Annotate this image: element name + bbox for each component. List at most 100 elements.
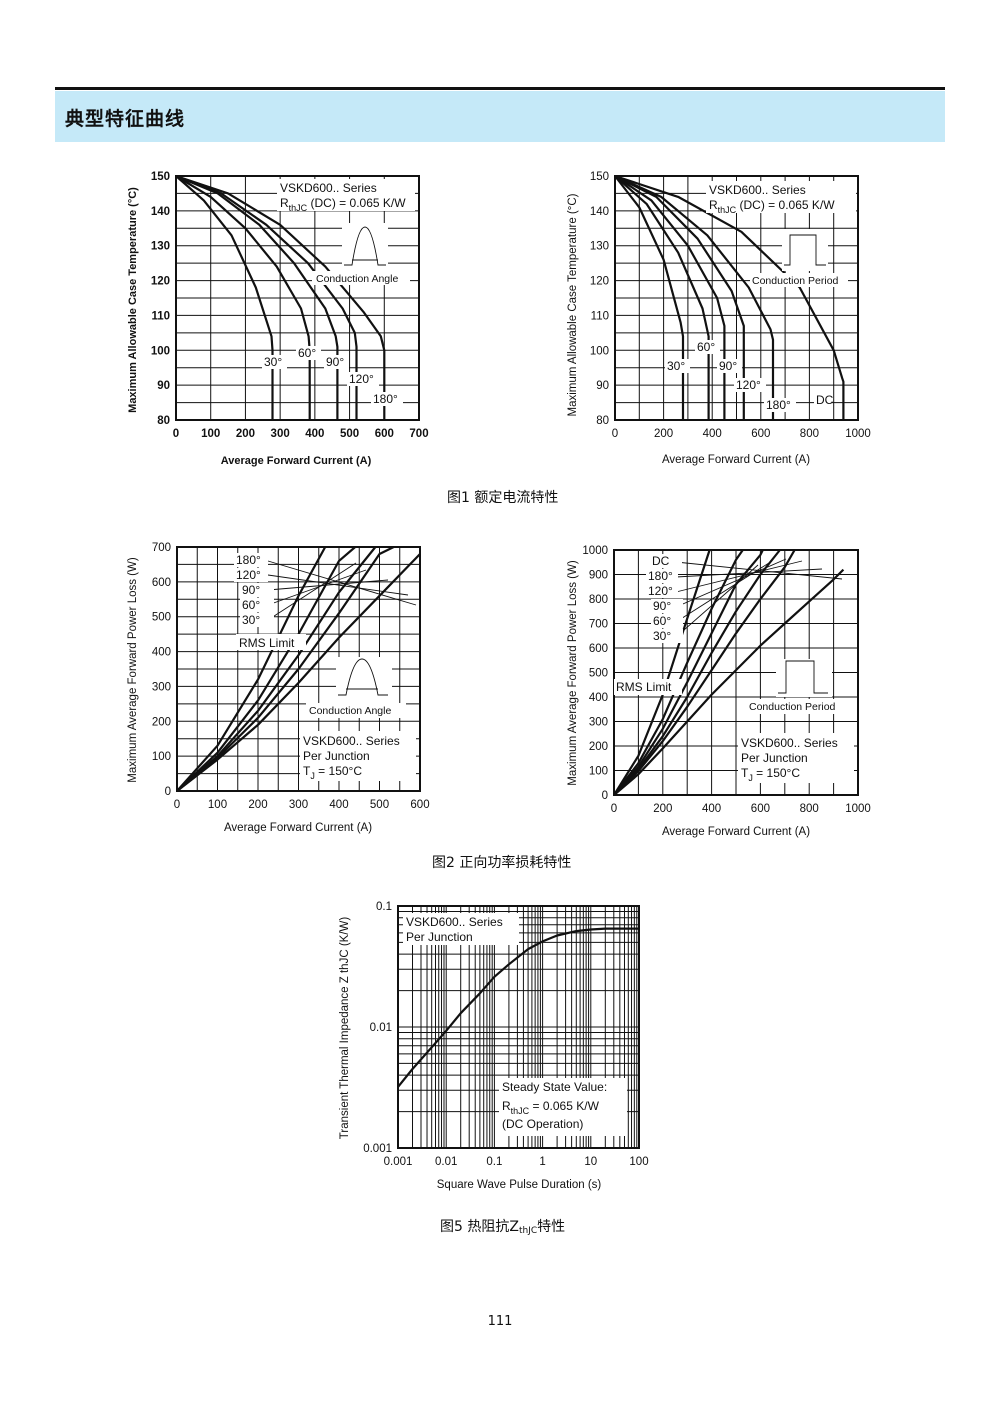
x-tick-label: 100: [208, 799, 227, 811]
steady-state-label: Steady State Value:: [502, 1080, 607, 1094]
curve-label: 180°: [236, 553, 261, 567]
junction-label: Per Junction: [741, 751, 808, 765]
y-tick-label: 1000: [582, 545, 608, 557]
junction-box: VSKD600.. Series Per Junction TJ = 150°C: [738, 733, 854, 783]
curve-120: [613, 549, 781, 796]
x-tick-label: 200: [236, 428, 255, 440]
y-tick-label: 0.001: [363, 1143, 392, 1155]
svg-text:TJ = 150°C: TJ = 150°C: [741, 766, 800, 783]
tj-sub: J: [310, 771, 315, 781]
section-banner: 典型特征曲线: [55, 91, 945, 142]
series-label: VSKD600.. Series: [741, 736, 838, 750]
plot-frame: [397, 905, 640, 1149]
x-axis-label: Average Forward Current (A): [662, 826, 810, 838]
curve-90: [614, 175, 726, 420]
x-tick-label: 700: [409, 428, 428, 440]
tj-sub: J: [748, 773, 753, 783]
leader-line: [267, 562, 357, 621]
leader-line: [267, 579, 389, 591]
rth-rest: = 0.065 K/W: [529, 1099, 599, 1113]
curve-120: [175, 174, 358, 420]
x-tick-label: 800: [800, 428, 819, 440]
tj-label: T: [303, 764, 311, 778]
rth-r: R: [502, 1099, 511, 1113]
figure-1-caption: 图1 额定电流特性: [447, 490, 559, 506]
y-tick-label: 100: [589, 766, 608, 778]
conduction-angle-label: Conduction Angle: [316, 273, 398, 285]
y-axis-label: Maximum Allowable Case Temperature (°C): [567, 193, 579, 416]
x-tick-label: 400: [702, 803, 721, 815]
curve-120: [176, 546, 395, 792]
x-tick-label: 400: [305, 428, 324, 440]
curve-180: [175, 174, 386, 420]
series-box: VSKD600.. Series Per Junction: [403, 913, 519, 945]
y-tick-label: 500: [589, 668, 608, 680]
y-tick-label: 800: [589, 594, 608, 606]
curve-90: [613, 549, 764, 796]
x-tick-label: 0.01: [435, 1156, 457, 1168]
curve-label: 180°: [766, 398, 791, 412]
y-tick-label: 150: [590, 171, 609, 183]
y-tick-label: 700: [589, 619, 608, 631]
y-axis-label: Transient Thermal Impedance Z thJC (K/W): [339, 917, 351, 1140]
y-tick-label: 200: [152, 716, 171, 728]
y-tick-label: 130: [590, 241, 609, 253]
svg-text:TJ = 150°C: TJ = 150°C: [303, 764, 362, 781]
x-tick-label: 200: [653, 803, 672, 815]
x-tick-label: 1: [539, 1156, 545, 1168]
y-tick-label: 0.01: [370, 1022, 392, 1034]
curve-label: DC: [816, 393, 834, 407]
series-label: VSKD600.. Series: [280, 181, 377, 195]
x-tick-label: 0: [611, 803, 617, 815]
x-axis-label: Square Wave Pulse Duration (s): [437, 1179, 602, 1191]
rth-sub: thJC: [718, 205, 737, 215]
curve-180: [176, 553, 421, 792]
series-label: VSKD600.. Series: [709, 183, 806, 197]
curve-30: [614, 175, 685, 420]
rth-rest: (DC) = 0.065 K/W: [736, 198, 835, 212]
chart-power-loss-period: DC 180° 120° 90° 60° 30° 0 200 400 600 800 1000 0 10…: [560, 535, 890, 845]
x-tick-label: 1000: [845, 803, 871, 815]
curve-label: 180°: [373, 392, 398, 406]
y-tick-label: 600: [589, 643, 608, 655]
y-tick-label: 120: [590, 276, 609, 288]
curve-label: 30°: [264, 355, 282, 369]
figure-5-caption-prefix: 图5 热阻抗Z: [440, 1219, 519, 1235]
x-tick-label: 0.1: [486, 1156, 502, 1168]
figure-5-caption-suffix: 特性: [537, 1219, 566, 1235]
y-tick-label: 150: [151, 171, 170, 183]
y-tick-label: 300: [152, 681, 171, 693]
x-tick-label: 300: [271, 428, 290, 440]
junction-box: VSKD600.. Series Per Junction TJ = 150°C: [300, 731, 416, 781]
tj-label: T: [741, 766, 749, 780]
svg-text:RthJC (DC) = 0.065 K/W: RthJC (DC) = 0.065 K/W: [280, 196, 406, 213]
x-tick-label: 600: [751, 428, 770, 440]
leader-line: [267, 574, 409, 596]
x-tick-label: 0.001: [384, 1156, 413, 1168]
annotation-box: VSKD600.. Series RthJC (DC) = 0.065 K/W: [277, 179, 415, 213]
y-tick-label: 700: [152, 542, 171, 554]
conduction-angle-label: Conduction Angle: [309, 705, 391, 717]
x-tick-label: 400: [703, 428, 722, 440]
x-tick-label: 400: [329, 799, 348, 811]
y-tick-label: 140: [590, 206, 609, 218]
chart-power-loss-angle: 180° 120° 90° 60° 30° 0 100 200 300 400 500 600 0 10…: [120, 535, 450, 845]
plot-frame: [175, 175, 420, 421]
conduction-period-icon: Conduction Period: [746, 659, 846, 714]
x-tick-label: 0: [612, 428, 618, 440]
x-tick-label: 0: [174, 799, 180, 811]
curve-label: 180°: [648, 569, 673, 583]
conduction-angle-icon: Conduction Angle: [312, 223, 410, 285]
x-tick-label: 600: [751, 803, 770, 815]
section-title: 典型特征曲线: [65, 108, 186, 130]
y-tick-label: 0: [602, 790, 608, 802]
svg-text:RthJC = 0.065 K/W: RthJC = 0.065 K/W: [502, 1099, 600, 1116]
y-axis-label: Maximum Average Forward Power Loss (W): [567, 560, 579, 786]
curve-label: 90°: [653, 599, 671, 613]
curve-label: 120°: [236, 568, 261, 582]
plot-frame: [613, 549, 859, 796]
y-tick-label: 0.1: [376, 901, 392, 913]
curve-60: [176, 546, 356, 792]
series-label: VSKD600.. Series: [303, 734, 400, 748]
